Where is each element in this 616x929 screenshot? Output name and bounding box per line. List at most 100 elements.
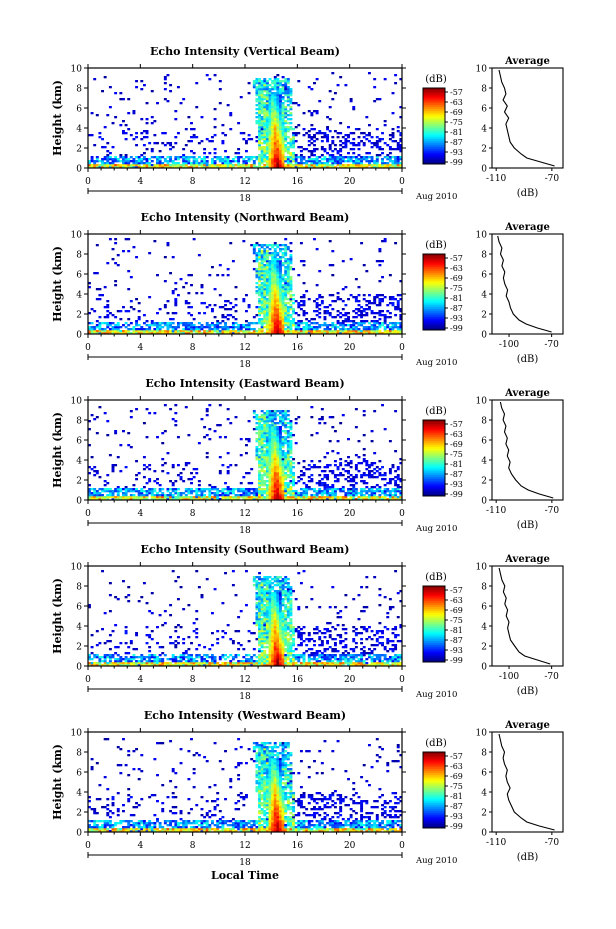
heatmap-cell xyxy=(229,166,233,169)
heatmap-cell xyxy=(166,300,170,303)
heatmap-cell xyxy=(258,90,261,93)
heatmap-cell xyxy=(221,158,225,161)
heatmap-cell xyxy=(169,144,173,147)
heatmap-cell xyxy=(184,406,188,409)
heatmap-cell xyxy=(103,306,107,309)
heatmap-cell xyxy=(265,150,269,153)
heatmap-cell xyxy=(273,464,277,467)
heatmap-cell xyxy=(263,256,267,259)
heatmap-cell xyxy=(286,292,290,295)
heatmap-cell xyxy=(229,492,233,495)
heatmap-cell xyxy=(333,316,337,319)
heatmap-cell xyxy=(279,302,282,305)
heatmap-cell xyxy=(101,490,104,493)
heatmap-cell xyxy=(326,164,330,167)
heatmap-cell xyxy=(396,478,400,481)
heatmap-cell xyxy=(260,318,264,321)
colorbar-segment xyxy=(423,114,445,117)
heatmap-cell xyxy=(279,446,282,449)
heatmap-cell xyxy=(315,314,319,317)
heatmap-cell xyxy=(101,164,104,167)
heatmap-cell xyxy=(394,74,398,77)
heatmap-cell xyxy=(258,128,261,131)
heatmap-cell xyxy=(213,108,217,111)
heatmap-cell xyxy=(378,490,382,493)
heatmap-cell xyxy=(273,426,277,429)
heatmap-cell xyxy=(383,156,387,159)
heatmap-cell xyxy=(396,322,400,325)
heatmap-cell xyxy=(299,494,303,497)
heatmap-cell xyxy=(140,80,144,83)
heatmap-cell xyxy=(150,490,154,493)
heatmap-cell xyxy=(271,142,275,145)
heatmap-cell xyxy=(124,658,128,661)
heatmap-cell xyxy=(323,466,327,469)
heatmap-cell xyxy=(326,134,330,137)
heatmap-cell xyxy=(339,154,343,157)
heatmap-cell xyxy=(279,156,282,159)
heatmap-cell xyxy=(247,440,251,443)
heatmap-cell xyxy=(284,294,288,297)
heatmap-cell xyxy=(163,306,167,309)
heatmap-cell xyxy=(263,498,267,501)
heatmap-cell xyxy=(381,240,384,243)
heatmap-cell xyxy=(333,130,337,133)
heatmap-cell xyxy=(328,330,332,333)
heatmap-cell xyxy=(336,150,340,153)
heatmap-cell xyxy=(229,496,233,499)
heatmap-cell xyxy=(279,138,282,141)
heatmap-cell xyxy=(299,322,303,325)
heatmap-cell xyxy=(242,332,246,335)
heatmap-cell xyxy=(336,496,340,499)
heatmap-cell xyxy=(137,496,141,499)
heatmap-cell xyxy=(284,494,288,497)
heatmap-cell xyxy=(140,328,144,331)
heatmap-cell xyxy=(93,474,97,477)
heatmap-cell xyxy=(140,662,144,665)
heatmap-cell xyxy=(231,490,235,493)
heatmap-cell xyxy=(286,324,290,327)
heatmap-cell xyxy=(187,462,191,465)
date-label: Aug 2010 xyxy=(415,192,457,202)
heatmap-cell xyxy=(313,322,316,325)
heatmap-cell xyxy=(153,322,157,325)
colorbar-tick-label: -63 xyxy=(450,98,463,107)
heatmap-cell xyxy=(255,92,259,95)
heatmap-cell xyxy=(216,330,220,333)
heatmap-cell xyxy=(273,468,277,471)
heatmap-cell xyxy=(187,434,191,437)
heatmap-cell xyxy=(281,468,285,471)
heatmap-cell xyxy=(258,460,261,463)
heatmap-cell xyxy=(271,444,275,447)
heatmap-cell xyxy=(339,76,343,79)
heatmap-cell xyxy=(258,134,261,137)
heatmap-cell xyxy=(276,160,280,163)
heatmap-cell xyxy=(268,130,272,133)
heatmap-cell xyxy=(129,490,133,493)
heatmap-cell xyxy=(310,142,314,145)
heatmap-cell xyxy=(286,88,290,91)
heatmap-cell xyxy=(344,146,348,149)
heatmap-cell xyxy=(333,160,337,163)
heatmap-cell xyxy=(268,462,272,465)
heatmap-cell xyxy=(289,332,293,335)
heatmap-cell xyxy=(318,418,322,421)
heatmap-cell xyxy=(326,136,330,139)
heatmap-cell xyxy=(276,252,280,255)
heatmap-cell xyxy=(203,158,207,161)
heatmap-cell xyxy=(284,238,288,241)
heatmap-cell xyxy=(373,86,377,89)
heatmap-cell xyxy=(320,408,324,411)
heatmap-cell xyxy=(176,166,180,169)
heatmap-cell xyxy=(276,100,280,103)
heatmap-cell xyxy=(200,492,204,495)
colorbar-frame xyxy=(422,87,446,165)
heatmap-cell xyxy=(381,492,384,495)
heatmap-cell xyxy=(323,498,327,501)
heatmap-cell xyxy=(286,276,290,279)
heatmap-cell xyxy=(286,280,290,283)
heatmap-cell xyxy=(276,488,280,491)
heatmap-cell xyxy=(108,86,112,89)
heatmap-cell xyxy=(98,492,102,495)
heatmap-cell xyxy=(260,416,264,419)
